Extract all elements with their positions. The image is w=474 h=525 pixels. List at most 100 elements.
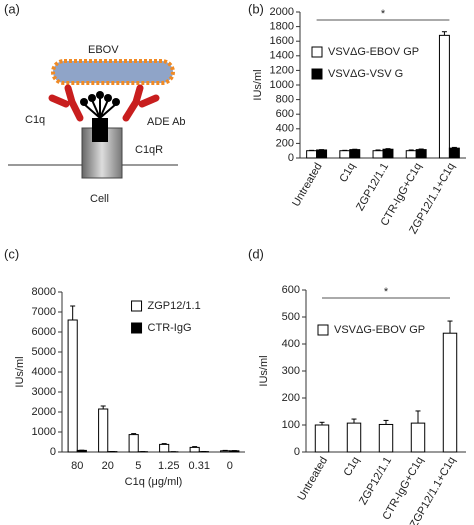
bar [372,150,384,159]
y-axis-label: IUs/ml [258,355,270,386]
bar [220,450,231,453]
y-tick-label: 500 [282,311,300,323]
bar [128,434,139,453]
x-tick-label: 1.25 [158,460,179,472]
x-tick-label: 80 [71,460,83,472]
bar [378,423,394,453]
receptor-label: C1qR [135,144,163,156]
y-tick-label: 7000 [32,306,56,318]
legend-swatch [131,322,143,334]
bar [448,147,460,159]
y-tick-label: 1200 [270,64,294,76]
y-tick-label: 8000 [32,286,56,298]
y-tick-label: 600 [282,284,300,296]
bar [189,446,200,453]
y-tick-label: 400 [276,123,294,135]
legend-swatch [311,46,323,58]
error-bar [192,446,198,448]
bar [67,319,78,453]
x-tick-label: 20 [102,460,114,472]
x-tick-label: C1q [342,455,362,478]
virus-shape [51,59,175,85]
panel-label: (b) [248,1,264,16]
y-tick-label: 1000 [270,79,294,91]
error-bar [351,418,357,424]
error-bar [161,443,167,445]
x-axis-label: C1q (μg/ml) [125,476,183,488]
cell-label: Cell [90,193,109,205]
bar [442,332,458,453]
bar [415,149,427,159]
y-tick-label: 800 [276,94,294,106]
error-bar [131,433,137,435]
error-bar [451,146,457,149]
legend-label: CTR-IgG [148,322,192,334]
y-tick-label: 400 [282,338,300,350]
bar [382,148,394,159]
error-bar [415,410,421,424]
y-tick-label: 200 [276,137,294,149]
x-tick-label: ZGP12/1.1 [354,161,391,213]
legend-label: VSVΔG-EBOV GP [328,46,419,58]
antibody-label: ADE Ab [147,116,186,128]
y-tick-label: 0 [288,152,294,164]
error-bar [447,320,453,334]
bar [339,150,351,159]
x-tick-label: 0.31 [189,460,210,472]
panel-label: (d) [248,246,264,261]
y-tick-label: 1000 [32,426,56,438]
panel-label: (a) [4,1,20,16]
y-tick-label: 600 [276,108,294,120]
bar [159,443,170,453]
bar [410,422,426,453]
y-tick-label: 0 [294,446,300,458]
error-bar [100,405,106,409]
y-tick-label: 300 [282,365,300,377]
panel-label: (c) [4,246,19,261]
error-bar [375,149,381,151]
error-bar [70,305,76,320]
y-tick-label: 4000 [32,366,56,378]
error-bar [385,148,391,150]
legend-label: VSVΔG-VSV G [328,68,403,80]
y-axis-label: IUs/ml [14,356,26,387]
y-tick-label: 1600 [270,35,294,47]
legend-swatch [317,324,329,336]
y-tick-label: 2000 [270,6,294,18]
y-tick-label: 1400 [270,50,294,62]
x-tick-label: Untreated [296,455,331,503]
y-tick-label: 6000 [32,326,56,338]
virus-label: EBOV [88,44,119,56]
bar [98,408,109,453]
legend-label: ZGP12/1.1 [148,300,201,312]
x-tick-label: ZGP12/1.1 [357,455,394,507]
bar [314,424,330,453]
y-tick-label: 1800 [270,21,294,33]
bar [438,34,450,159]
x-tick-label: Untreated [290,161,325,209]
y-axis-label: IUs/ml [252,69,264,100]
significance-label: * [381,8,386,20]
c1q-shape [80,91,120,142]
y-tick-label: 3000 [32,386,56,398]
y-tick-label: 2000 [32,406,56,418]
x-tick-label: 0 [227,460,233,472]
error-bar [418,148,424,150]
error-bar [441,31,447,36]
y-tick-label: 200 [282,392,300,404]
significance-label: * [384,286,389,298]
y-tick-label: 5000 [32,346,56,358]
bar [349,149,361,159]
error-bar [383,419,389,425]
bar [346,422,362,453]
legend-swatch [131,300,143,312]
x-tick-label: 5 [135,460,141,472]
legend-swatch [311,68,323,80]
error-bar [408,149,414,151]
antibodies [48,84,160,122]
bar [405,150,417,159]
y-tick-label: 0 [50,446,56,458]
y-tick-label: 100 [282,419,300,431]
error-bar [319,421,325,425]
